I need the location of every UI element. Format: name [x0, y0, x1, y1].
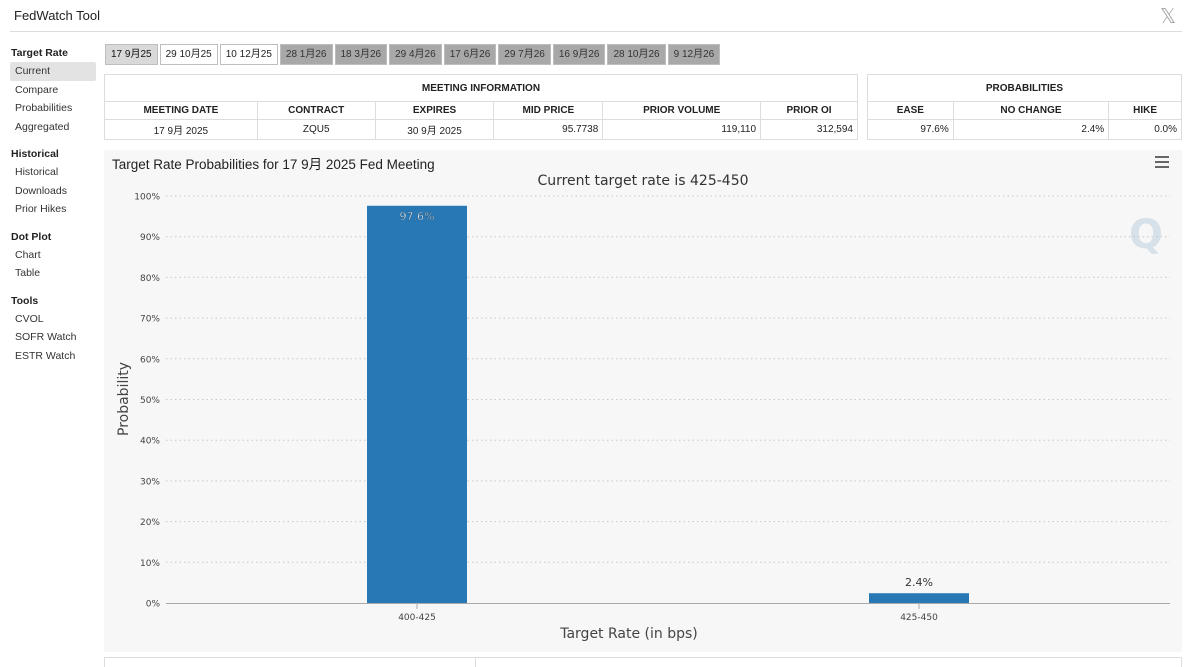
- tab-meeting-2[interactable]: 10 12月25: [219, 44, 278, 65]
- y-tick-label: 10%: [140, 559, 160, 569]
- nav-group-dot-plot: Dot Plot Chart Table: [10, 228, 96, 283]
- watermark-logo: Q: [1129, 212, 1163, 258]
- bar-400-425: [367, 205, 467, 603]
- nav-group-title: Tools: [11, 294, 39, 307]
- y-tick-label: 90%: [140, 233, 160, 243]
- nav-group-historical: Historical Historical Downloads Prior Hikes: [10, 145, 96, 219]
- y-tick-label: 70%: [140, 315, 160, 325]
- bar-425-450: [869, 593, 969, 603]
- nav-group-title: Historical: [11, 148, 59, 160]
- tab-meeting-3[interactable]: 28 1月26: [279, 44, 333, 65]
- tab-meeting-4[interactable]: 18 3月26: [334, 44, 388, 65]
- table-cell: 119,110: [602, 119, 762, 140]
- table-cell: ZQU5: [256, 119, 376, 140]
- y-tick-label: 20%: [140, 518, 160, 528]
- sidebar-nav: Target Rate Current Compare Probabilities Ag…: [10, 44, 96, 374]
- sidebar-item-downloads[interactable]: Downloads: [15, 184, 67, 197]
- x-logo-icon[interactable]: 𝕏: [1160, 4, 1177, 28]
- chart-subtitle: Current target rate is 425-450: [537, 173, 748, 189]
- probability-bar-chart: Current target rate is 425-450 Q 0% 10% 20% 3…: [116, 173, 1170, 642]
- tab-meeting-10[interactable]: 9 12月26: [667, 44, 721, 65]
- sidebar-item-probabilities[interactable]: Probabilities: [15, 102, 73, 114]
- sidebar-item-historical[interactable]: Historical: [15, 166, 59, 178]
- table-cell: 30 9月 2025: [374, 119, 495, 140]
- tab-meeting-1[interactable]: 29 10月25: [159, 44, 218, 65]
- app-header: FedWatch Tool 𝕏: [0, 0, 1200, 32]
- table-cell: 2.4%: [952, 119, 1110, 140]
- y-tick-label: 30%: [140, 477, 160, 487]
- table-cell: 95.7738: [493, 119, 604, 140]
- table-cell: 97.6%: [867, 119, 954, 140]
- nav-group-tools: Tools CVOL SOFR Watch ESTR Watch: [10, 292, 96, 366]
- chart-panel: Current target rate is 425-450 Q 0% 10% 20% 3…: [104, 150, 1182, 652]
- x-axis-title: Target Rate (in bps): [559, 626, 698, 642]
- column-header: PRIOR OI: [760, 101, 858, 120]
- sidebar-item-aggregated[interactable]: Aggregated: [15, 120, 70, 133]
- sidebar-item-sofr-watch[interactable]: SOFR Watch: [15, 331, 77, 343]
- y-tick-label: 50%: [140, 396, 160, 406]
- data-label: 97.6%: [400, 210, 435, 223]
- nav-group-title: Target Rate: [11, 47, 68, 59]
- app-title: FedWatch Tool: [14, 8, 100, 23]
- column-header: CONTRACT: [256, 101, 376, 120]
- y-axis-title: Probability: [116, 362, 132, 436]
- table-cell: 0.0%: [1108, 119, 1182, 140]
- x-tick-label: 400-425: [398, 613, 436, 623]
- tab-meeting-7[interactable]: 29 7月26: [498, 44, 551, 65]
- sidebar-item-cvol[interactable]: CVOL: [15, 312, 44, 325]
- column-header: PRIOR VOLUME: [602, 101, 762, 120]
- bottom-panel: [104, 657, 1182, 667]
- sidebar-item-table[interactable]: Table: [15, 267, 41, 279]
- tab-meeting-0[interactable]: 17 9月25: [105, 44, 158, 65]
- sidebar-item-current[interactable]: Current: [10, 62, 96, 81]
- column-header: MID PRICE: [493, 101, 604, 120]
- column-header: EXPIRES: [374, 101, 495, 120]
- column-header: NO CHANGE: [952, 101, 1110, 120]
- sidebar-item-prior-hikes[interactable]: Prior Hikes: [15, 203, 67, 215]
- nav-group-title: Dot Plot: [11, 230, 52, 243]
- tab-meeting-6[interactable]: 17 6月26: [443, 44, 497, 65]
- y-tick-label: 40%: [140, 437, 160, 447]
- probabilities-header: PROBABILITIES: [867, 74, 1182, 102]
- chart-title: Target Rate Probabilities for 17 9月 2025…: [112, 157, 435, 172]
- x-tick-label: 425-450: [900, 613, 938, 623]
- column-header: MEETING DATE: [104, 101, 258, 120]
- data-label: 2.4%: [905, 576, 933, 589]
- meeting-information-table: MEETING INFORMATION MEETING DATE CONTRACT…: [104, 74, 858, 140]
- sidebar-item-compare[interactable]: Compare: [15, 83, 59, 96]
- table-cell: 17 9月 2025: [104, 119, 258, 140]
- table-cell: 312,594: [760, 119, 858, 140]
- tab-meeting-8[interactable]: 16 9月26: [552, 44, 606, 65]
- column-header: HIKE: [1108, 101, 1182, 120]
- nav-group-target-rate: Target Rate Current Compare Probabilities Ag…: [10, 44, 96, 136]
- column-header: EASE: [867, 101, 954, 120]
- meeting-information-header: MEETING INFORMATION: [104, 74, 858, 102]
- header-divider: [10, 31, 1182, 32]
- y-tick-label: 60%: [140, 355, 160, 365]
- sidebar-item-estr-watch[interactable]: ESTR Watch: [15, 349, 76, 362]
- hamburger-menu-icon[interactable]: [1155, 156, 1169, 168]
- y-tick-label: 0%: [146, 600, 161, 610]
- sidebar-item-chart[interactable]: Chart: [15, 248, 41, 261]
- tab-meeting-9[interactable]: 28 10月26: [607, 44, 666, 65]
- y-tick-label: 100%: [134, 193, 160, 203]
- probabilities-table: PROBABILITIES EASE NO CHANGE HIKE 97.6% 2.4…: [867, 74, 1182, 140]
- meeting-date-tabs: 17 9月25 29 10月25 10 12月25 28 1月26 18 3月26 29 …: [105, 44, 721, 66]
- tab-meeting-5[interactable]: 29 4月26: [389, 44, 442, 65]
- y-tick-label: 80%: [140, 274, 160, 284]
